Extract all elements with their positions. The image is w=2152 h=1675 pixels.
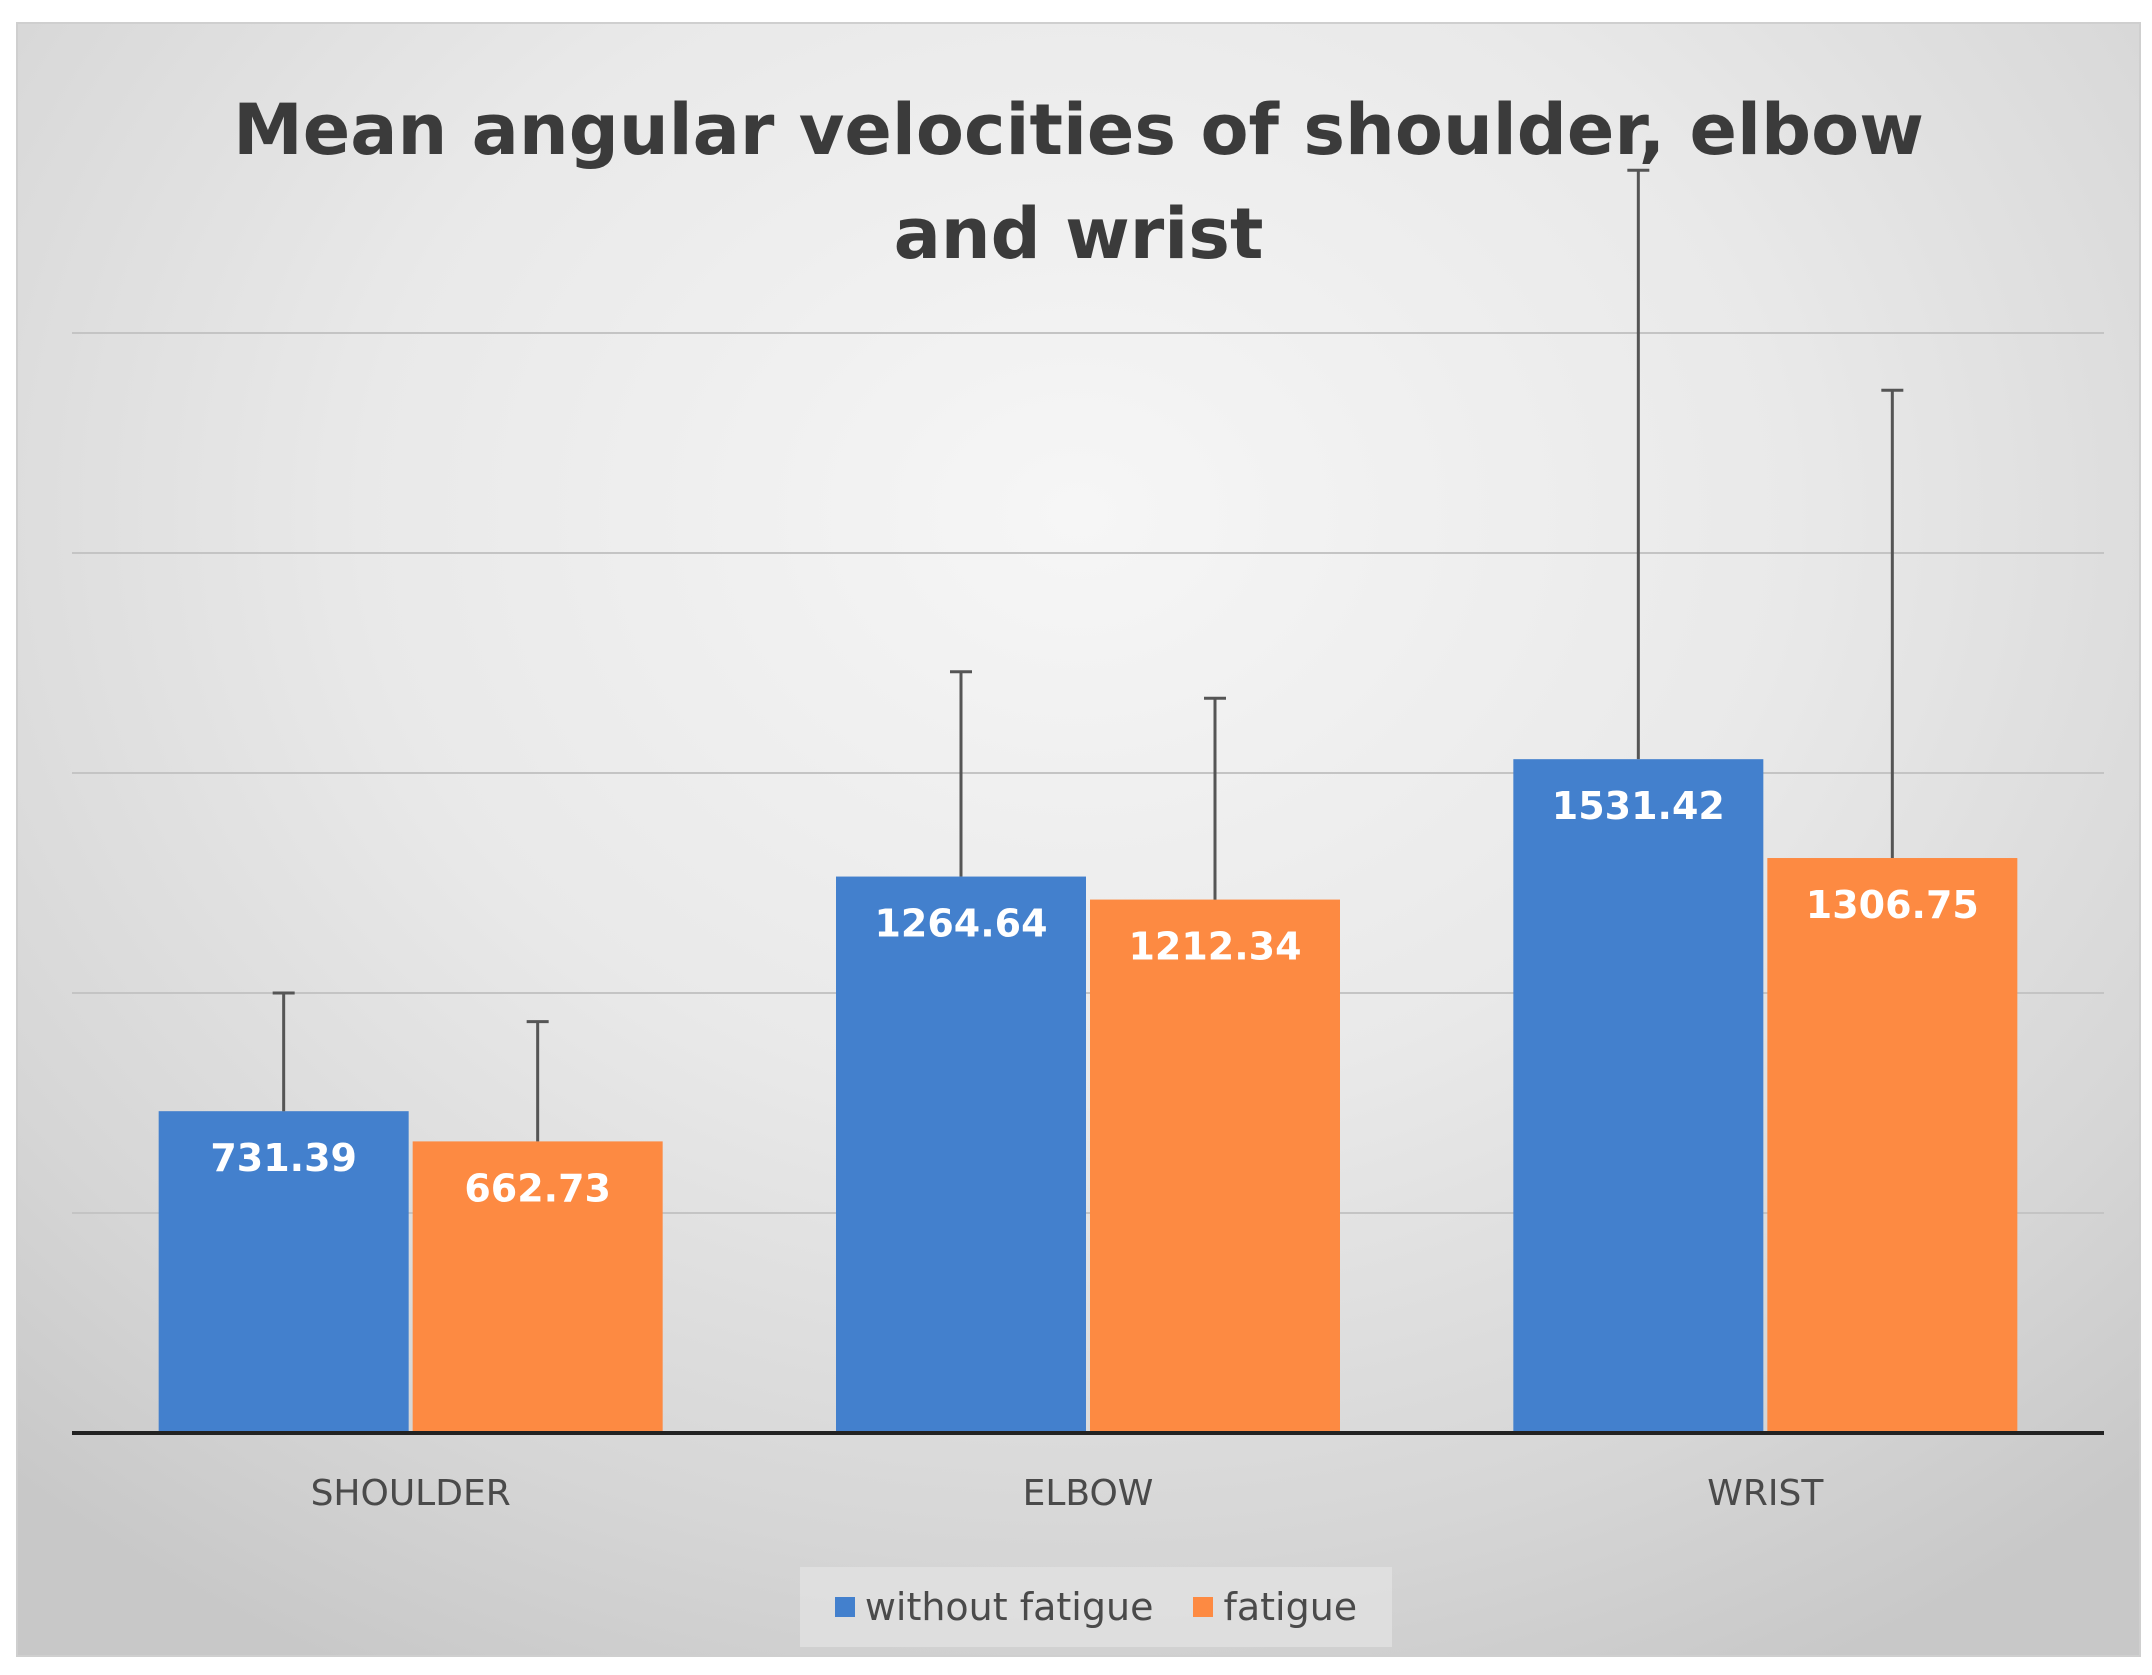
chart-title-line-1: Mean angular velocities of shoulder, elb…	[233, 89, 1924, 171]
legend-label-without-fatigue: without fatigue	[864, 1585, 1154, 1629]
data-label-shoulder-fatigue: 662.73	[464, 1166, 611, 1210]
bar-wrist-without-fatigue	[1513, 759, 1764, 1433]
chart-legend: without fatigue fatigue	[800, 1567, 1392, 1647]
chart-title-line-2: and wrist	[893, 193, 1264, 275]
bar-shoulder-without-fatigue	[158, 1111, 409, 1433]
category-label-shoulder: SHOULDER	[311, 1473, 511, 1514]
bar-shoulder-fatigue	[412, 1141, 663, 1433]
data-label-wrist-without-fatigue: 1531.42	[1552, 784, 1725, 828]
bar-elbow-fatigue	[1090, 899, 1340, 1433]
chart-title: Mean angular velocities of shoulder, elb…	[18, 78, 2139, 286]
category-label-wrist: WRIST	[1707, 1473, 1824, 1514]
legend-entry-fatigue: fatigue	[1193, 1585, 1357, 1629]
bar-elbow-without-fatigue	[836, 876, 1086, 1433]
data-label-elbow-without-fatigue: 1264.64	[874, 902, 1047, 946]
data-label-elbow-fatigue: 1212.34	[1128, 925, 1301, 969]
legend-swatch-blue	[834, 1597, 855, 1617]
legend-label-fatigue: fatigue	[1223, 1585, 1358, 1629]
bar-chart-plot: 731.39 662.73 SHOULDER 1264.64 1212.34 ELBOW 1…	[72, 168, 2104, 1514]
data-label-shoulder-without-fatigue: 731.39	[210, 1136, 357, 1180]
legend-entry-without-fatigue: without fatigue	[834, 1585, 1154, 1629]
data-label-wrist-fatigue: 1306.75	[1806, 883, 1979, 927]
legend-swatch-orange	[1193, 1597, 1214, 1617]
bar-wrist-fatigue	[1767, 858, 2018, 1433]
category-label-elbow: ELBOW	[1023, 1473, 1154, 1514]
chart-frame: Mean angular velocities of shoulder, elb…	[16, 22, 2141, 1657]
